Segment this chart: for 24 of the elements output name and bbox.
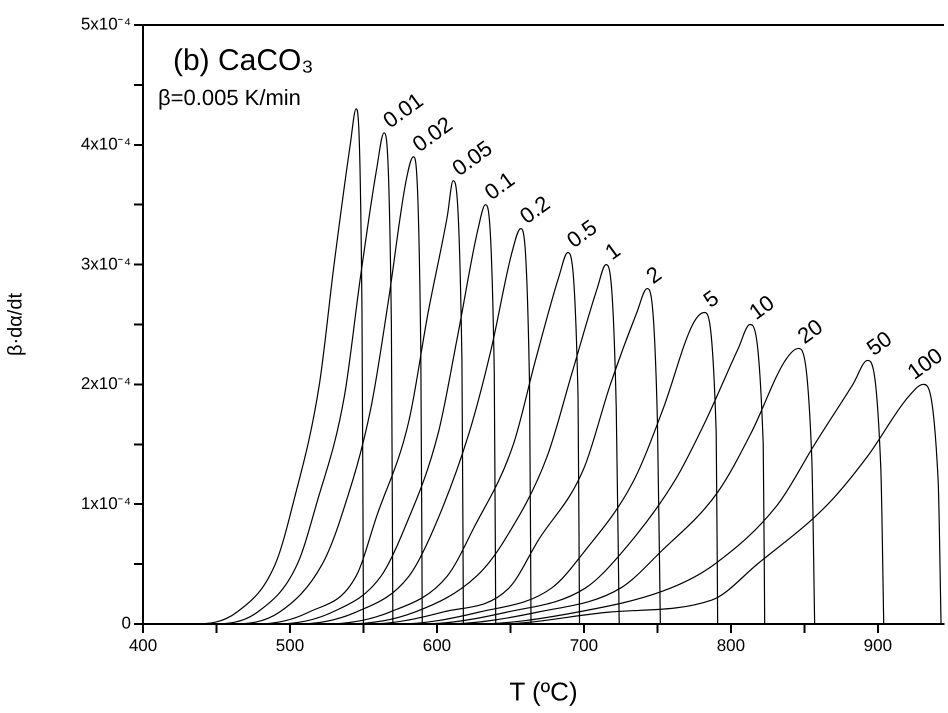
annotation: β=0.005 K/min	[158, 85, 301, 110]
x-tick-label: 800	[716, 636, 746, 655]
y-tick-label: 2x10⁻⁴	[80, 374, 131, 394]
x-tick-label: 700	[570, 636, 598, 655]
text: 100	[902, 342, 947, 384]
text: 5	[698, 285, 724, 313]
text: 1	[600, 237, 625, 265]
y-tick-label: 5x10⁻⁴	[80, 14, 131, 34]
y-axis-title: β·dα/dt	[4, 292, 27, 356]
x-tick-label: 500	[276, 636, 304, 655]
x-axis-title: T (ºC)	[509, 676, 578, 707]
text: 0.5	[562, 214, 602, 253]
y-tick-label: 4x10⁻⁴	[80, 134, 131, 154]
y-tick-label: 1x10⁻⁴	[80, 494, 131, 513]
y-tick-label: 0	[122, 614, 131, 633]
x-tick-label: 600	[422, 636, 452, 655]
text: 20	[792, 314, 828, 349]
annotation: (b) CaCO₃	[173, 44, 314, 77]
x-tick-label: 900	[864, 636, 892, 655]
y-tick-label: 3x10⁻⁴	[80, 254, 131, 274]
text: 50	[862, 326, 896, 360]
text: 10	[744, 290, 779, 325]
x-tick-label: 400	[128, 636, 158, 655]
text: 2	[641, 261, 666, 289]
